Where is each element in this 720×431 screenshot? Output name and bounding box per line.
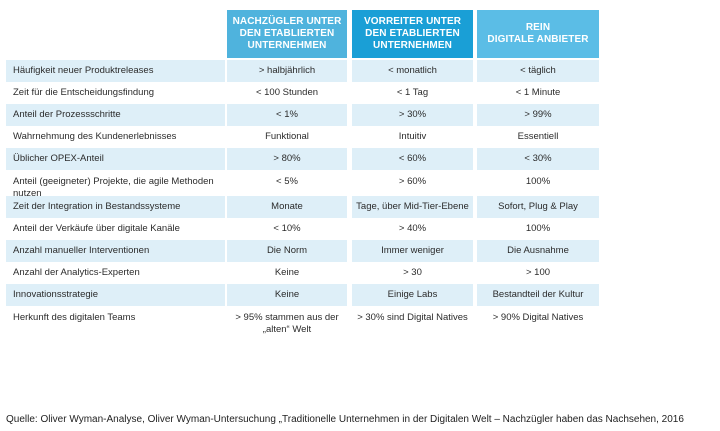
cell-vorreiter: Intuitiv <box>398 131 427 142</box>
table-row: Üblicher OPEX-Anteil > 80% < 60% < 30% <box>6 148 604 170</box>
table-row: Zeit der Integration in Bestandssysteme … <box>6 196 604 218</box>
cell-nachzuegler: > 80% <box>273 153 301 164</box>
table-row: Anteil (geeigneter) Projekte, die agile … <box>6 170 604 199</box>
row-label: Innovationsstrategie <box>13 289 99 300</box>
cell-digital: > 99% <box>524 109 552 120</box>
cell-digital: > 100 <box>525 267 551 278</box>
row-label: Anzahl manueller Interventionen <box>13 245 150 256</box>
cell-digital: Sofort, Plug & Play <box>498 201 578 212</box>
row-label: Anteil der Verkäufe über digitale Kanäle <box>13 223 180 234</box>
cell-vorreiter: > 40% <box>398 223 427 234</box>
row-label: Zeit für die Entscheidungsfindung <box>13 87 155 98</box>
row-label: Anzahl der Analytics-Experten <box>13 267 140 278</box>
table-row: Wahrnehmung des Kundenerlebnisses Funkti… <box>6 126 604 148</box>
cell-nachzuegler: < 10% <box>273 223 301 234</box>
table-row: Herkunft des digitalen Teams > 95% stamm… <box>6 306 604 336</box>
row-label: Üblicher OPEX-Anteil <box>13 153 104 164</box>
cell-digital: Bestandteil der Kultur <box>492 289 584 300</box>
row-label: Häufigkeit neuer Produktreleases <box>13 65 154 76</box>
row-label: Anteil (geeigneter) Projekte, die agile … <box>13 176 214 199</box>
cell-nachzuegler: Keine <box>274 267 300 278</box>
header-nachzuegler: NACHZÜGLER UNTER DEN ETABLIERTEN UNTERNE… <box>227 10 347 58</box>
cell-vorreiter: < 60% <box>398 153 427 164</box>
row-label: Anteil der Prozessschritte <box>13 109 121 120</box>
cell-digital: < 30% <box>524 153 552 164</box>
cell-digital: > 90% Digital Natives <box>492 312 584 323</box>
table-row: Anzahl manueller Interventionen Die Norm… <box>6 240 604 262</box>
cell-vorreiter: Tage, über Mid-Tier-Ebene <box>356 201 469 212</box>
header-vorreiter: VORREITER UNTER DEN ETABLIERTEN UNTERNEH… <box>352 10 473 58</box>
cell-digital: Essentiell <box>517 131 559 142</box>
cell-digital: < täglich <box>520 65 556 76</box>
cell-nachzuegler: Funktional <box>265 131 309 142</box>
header-digital: REIN DIGITALE ANBIETER <box>477 10 599 58</box>
cell-vorreiter: Immer weniger <box>381 245 444 256</box>
table-row: Anteil der Verkäufe über digitale Kanäle… <box>6 218 604 240</box>
cell-nachzuegler: > 95% stammen aus der „alten“ Welt <box>235 312 339 335</box>
cell-nachzuegler: Monate <box>271 201 303 212</box>
cell-digital: 100% <box>525 223 551 234</box>
table-row: Innovationsstrategie Keine Einige Labs B… <box>6 284 604 306</box>
table-row: Häufigkeit neuer Produktreleases > halbj… <box>6 60 604 82</box>
cell-nachzuegler: Die Norm <box>266 245 308 256</box>
table-row: Zeit für die Entscheidungsfindung < 100 … <box>6 82 604 104</box>
cell-nachzuegler: < 1% <box>276 109 298 120</box>
source-note: Quelle: Oliver Wyman-Analyse, Oliver Wym… <box>6 414 684 425</box>
cell-nachzuegler: < 100 Stunden <box>255 87 319 98</box>
cell-nachzuegler: > halbjährlich <box>258 65 316 76</box>
cell-vorreiter: > 30% sind Digital Natives <box>357 312 468 323</box>
row-label: Herkunft des digitalen Teams <box>13 312 136 323</box>
header-vorreiter-label: VORREITER UNTER DEN ETABLIERTEN UNTERNEH… <box>363 16 462 51</box>
row-label: Wahrnehmung des Kundenerlebnisses <box>13 131 177 142</box>
cell-vorreiter: < monatlich <box>388 65 437 76</box>
cell-digital: < 1 Minute <box>515 87 561 98</box>
cell-vorreiter: Einige Labs <box>387 289 438 300</box>
cell-nachzuegler: < 5% <box>276 176 298 187</box>
table-row: Anzahl der Analytics-Experten Keine > 30… <box>6 262 604 284</box>
row-label: Zeit der Integration in Bestandssysteme <box>13 201 181 212</box>
table-row: Anteil der Prozessschritte < 1% > 30% > … <box>6 104 604 126</box>
cell-vorreiter: > 30% <box>398 109 427 120</box>
cell-vorreiter: > 30 <box>403 267 422 278</box>
header-digital-label: REIN DIGITALE ANBIETER <box>487 22 589 45</box>
cell-vorreiter: > 60% <box>398 176 427 187</box>
cell-vorreiter: < 1 Tag <box>396 87 429 98</box>
cell-digital: 100% <box>525 176 551 187</box>
cell-digital: Die Ausnahme <box>507 245 569 256</box>
cell-nachzuegler: Keine <box>274 289 300 300</box>
header-nachzuegler-label: NACHZÜGLER UNTER DEN ETABLIERTEN UNTERNE… <box>232 16 342 51</box>
